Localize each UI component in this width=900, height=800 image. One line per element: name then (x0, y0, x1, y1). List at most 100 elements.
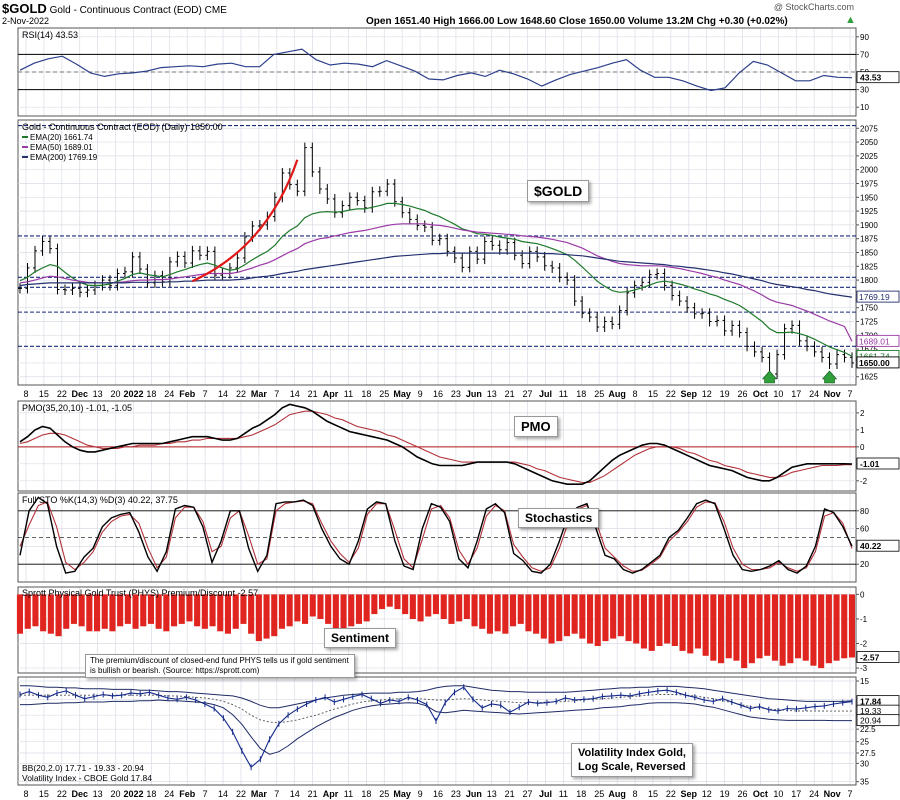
sentiment-bar (579, 594, 586, 639)
sentiment-bar (533, 594, 540, 634)
price-axis-tag: 1650.00 (859, 358, 890, 368)
x-axis-label: Mar (251, 389, 268, 399)
sentiment-bar (833, 594, 840, 661)
sentiment-bar (679, 594, 686, 651)
price-tick-label: 1800 (860, 276, 878, 285)
sentiment-bar (348, 594, 355, 627)
price-tick-label: 1950 (860, 193, 878, 202)
x-axis-label: 22 (57, 389, 67, 399)
price-tick-label: 2050 (860, 138, 878, 147)
x-axis-label: Aug (608, 789, 626, 799)
sentiment-bar (787, 594, 794, 664)
x-axis-label: 9 (418, 389, 423, 399)
x-axis-label: Apr (323, 789, 339, 799)
x-axis-label: 25 (594, 789, 604, 799)
x-axis-label: 22 (666, 789, 676, 799)
up-arrow-icon: ▲ (845, 14, 856, 26)
price-axis-tag: 1769.19 (859, 292, 890, 302)
x-axis-label: Dec (71, 789, 88, 799)
rsi-line (19, 48, 853, 92)
price-axis-tag-box (856, 290, 900, 303)
sentiment-bar (802, 594, 809, 661)
buy-signal-arrow-icon (761, 370, 778, 384)
x-axis-label: 7 (274, 789, 279, 799)
sentiment-bar (725, 594, 732, 659)
x-axis-label: 7 (203, 789, 208, 799)
symbol-description: Gold - Continuous Contract (EOD) (49, 5, 202, 16)
sentiment-bar (132, 594, 139, 629)
sentiment-bar (432, 594, 439, 615)
sentiment-bar (355, 594, 362, 624)
sentiment-bar (255, 594, 262, 642)
rsi-tick-label: 10 (860, 103, 869, 112)
x-axis-label: 19 (720, 389, 730, 399)
x-axis-label: 25 (379, 389, 389, 399)
x-axis-label: Apr (323, 389, 339, 399)
price-tick-label: 2025 (860, 152, 878, 161)
x-axis-label: Nov (824, 789, 841, 799)
x-axis-label: 20 (111, 789, 121, 799)
stochastics-callout: Stochastics (518, 508, 600, 528)
x-axis-label: 14 (290, 389, 300, 399)
sentiment-bar (117, 594, 124, 627)
volatility-tick-label: 30 (860, 759, 869, 768)
sentiment-bar (55, 594, 62, 637)
pmo-tick-label: 0 (860, 443, 865, 452)
price-tick-label: 1925 (860, 207, 878, 216)
sentiment-bar (248, 594, 255, 634)
header-title: $GOLD Gold - Continuous Contract (EOD) C… (2, 1, 227, 16)
volatility-axis-tag: 17.84 (860, 697, 882, 707)
sentiment-bar (494, 594, 501, 632)
sentiment-bar (371, 594, 378, 615)
sentiment-bar (78, 594, 85, 627)
x-axis-label: 22 (236, 789, 246, 799)
x-axis-label: 14 (290, 789, 300, 799)
x-axis-label: 21 (308, 789, 318, 799)
sentiment-bar (70, 594, 77, 624)
sentiment-bar (147, 594, 154, 624)
bollinger-upper-band (20, 685, 853, 709)
buy-signal-arrow-icon (821, 370, 838, 384)
sentiment-bar (617, 594, 624, 637)
price-panel: 1625165016751700172517501775180018251850… (17, 119, 900, 386)
sentiment-bar (171, 594, 178, 627)
sentiment-bar (302, 594, 309, 624)
sentiment-bar (325, 594, 332, 624)
volatility-tick-label: 27.5 (860, 749, 876, 758)
x-axis-label: 7 (847, 389, 852, 399)
x-axis-label: 17 (791, 389, 801, 399)
x-axis-label: 25 (379, 789, 389, 799)
sentiment-bar (810, 594, 817, 666)
x-axis-label: 2022 (123, 389, 143, 399)
volatility-tick-label: 25 (860, 738, 869, 747)
sentiment-bar (841, 594, 848, 659)
rsi-tick-label: 90 (860, 33, 869, 42)
x-axis-label: 13 (93, 389, 103, 399)
sentiment-bar (209, 594, 216, 627)
sentiment-bar (456, 594, 463, 622)
x-axis-label: 10 (773, 789, 783, 799)
x-axis-label: 11 (559, 789, 568, 799)
sentiment-bar (240, 594, 247, 624)
x-axis-label: 18 (146, 389, 156, 399)
price-tick-label: 1975 (860, 179, 878, 188)
price-axis-tag-box (856, 334, 900, 347)
x-axis-label: 26 (738, 389, 748, 399)
date-label: 2-Nov-2022 (2, 16, 50, 26)
sentiment-bar (687, 594, 694, 654)
legend-entry: EMA(50) 1689.01 (30, 143, 93, 152)
stochastics-k-line (19, 496, 853, 574)
pmo-signal-line (19, 410, 852, 484)
x-axis-label: 21 (308, 389, 318, 399)
sentiment-bar (479, 594, 486, 629)
sentiment-bar (194, 594, 201, 627)
x-axis-label: 26 (738, 789, 748, 799)
x-axis-label: 21 (505, 789, 515, 799)
sentiment-bar (718, 594, 725, 664)
x-axis-label: 13 (487, 789, 497, 799)
sentiment-bar (510, 594, 517, 627)
price-tick-label: 2000 (860, 166, 878, 175)
sentiment-title: Sprott Physical Gold Trust (PHYS) Premiu… (22, 588, 258, 598)
